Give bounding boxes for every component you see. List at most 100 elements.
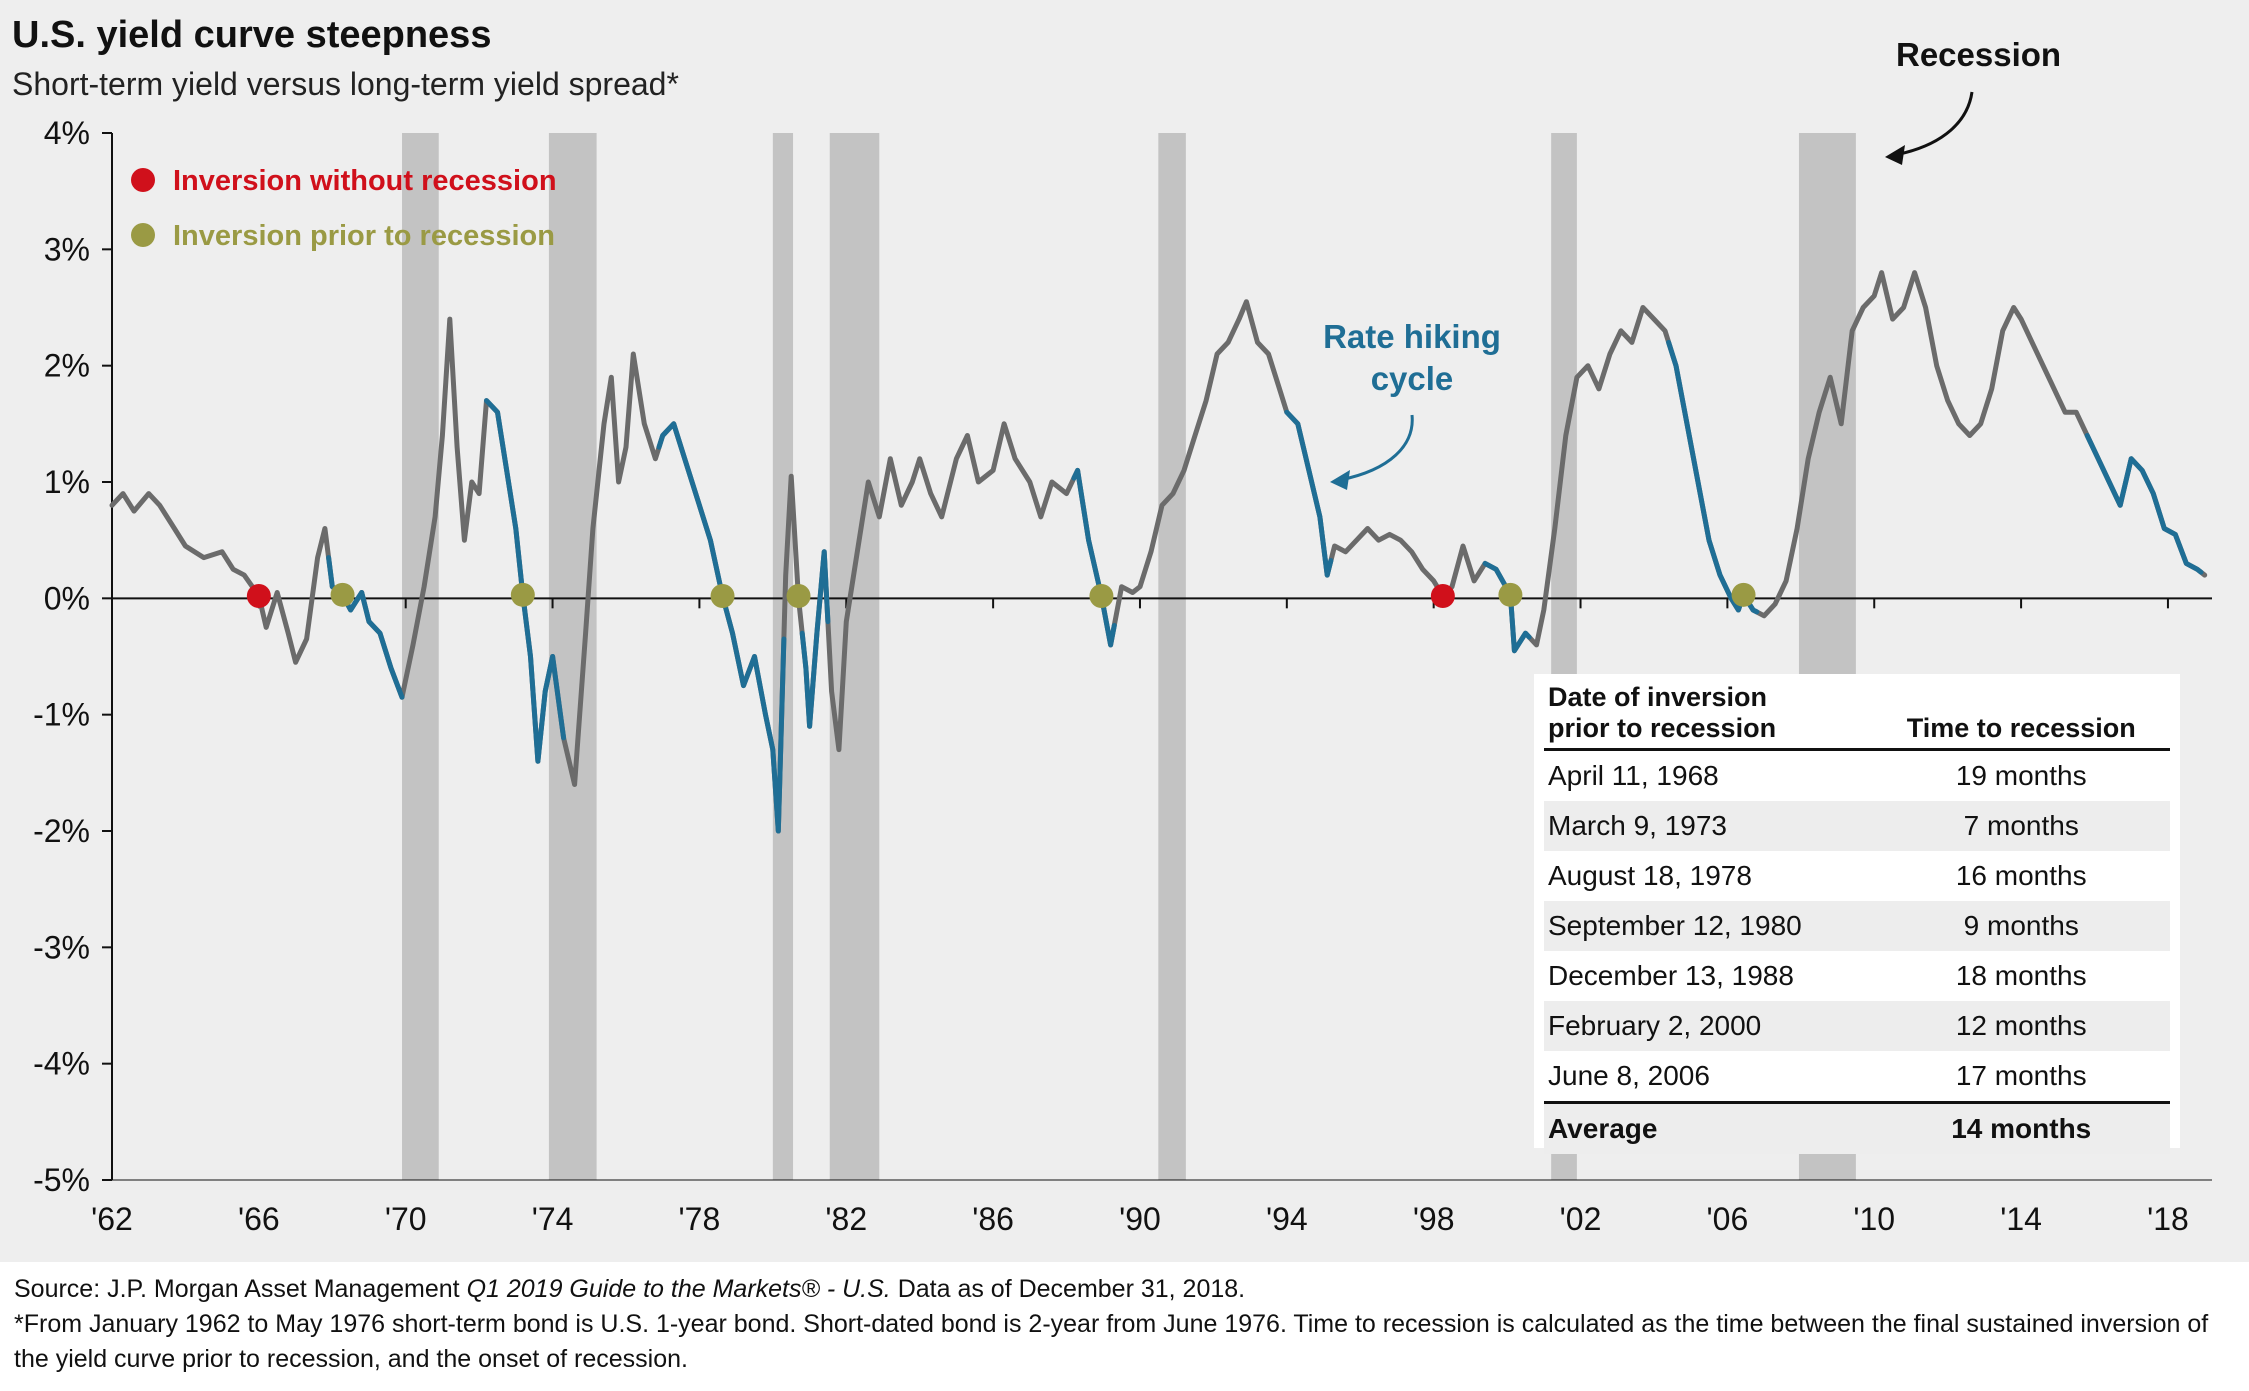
y-tick-label: -2% xyxy=(33,813,90,849)
hiking-segment xyxy=(1482,560,1532,654)
axes: 4% 3% 2% 1% 0% -1% -2% -3% -4% -5%'62 '66 '70 '74 '78… xyxy=(33,115,2212,1237)
recession-band xyxy=(402,133,439,1180)
hiking-segment xyxy=(1284,409,1334,578)
x-tick-label: '70 xyxy=(385,1201,427,1237)
hiking-segment xyxy=(799,549,831,729)
x-tick-label: '18 xyxy=(2147,1201,2189,1237)
hiking-segment xyxy=(656,421,787,834)
x-tick-label: '14 xyxy=(2000,1201,2042,1237)
table-row: February 2, 2000 12 months xyxy=(1544,1001,2170,1051)
x-tick-label: '06 xyxy=(1707,1201,1749,1237)
inversion-prior-recession-marker xyxy=(1089,584,1114,609)
recession-band xyxy=(829,133,880,1180)
y-tick-label: -3% xyxy=(33,929,90,965)
legend-no-recession-label: Inversion without recession xyxy=(173,165,557,197)
row-date: June 8, 2006 xyxy=(1548,1060,1710,1091)
source-line: Source: J.P. Morgan Asset Management Q1 … xyxy=(14,1272,2234,1307)
x-tick-label: '98 xyxy=(1413,1201,1455,1237)
x-tick-label: '74 xyxy=(532,1201,574,1237)
x-tick-label: '10 xyxy=(1853,1201,1895,1237)
hiking-segment xyxy=(2084,433,2204,575)
y-tick-label: -1% xyxy=(33,697,90,733)
rate-hiking-annotation-line2: cycle xyxy=(1371,360,1454,397)
row-months: 16 months xyxy=(1955,860,2087,891)
header-date-line1: Date of inversion xyxy=(1548,682,1768,712)
rate-hiking-arrow-head xyxy=(1330,470,1350,490)
x-tick-label: '62 xyxy=(91,1201,133,1237)
row-date: February 2, 2000 xyxy=(1544,1001,1873,1051)
x-tick-label: '02 xyxy=(1560,1201,1602,1237)
table-row: April 11, 1968 19 months xyxy=(1544,750,2170,802)
recession-band xyxy=(548,133,597,1180)
table-average-row: Average 14 months xyxy=(1544,1101,2170,1154)
y-tick-label: 0% xyxy=(44,580,90,616)
chart-subtitle: Short-term yield versus long-term yield … xyxy=(12,66,679,102)
y-tick-label: 3% xyxy=(44,231,90,267)
average-value: 14 months xyxy=(1872,1101,2170,1154)
row-date: September 12, 1980 xyxy=(1544,901,1873,951)
legend-prior-recession-dot xyxy=(131,223,155,247)
legend: Inversion without recession Inversion pr… xyxy=(131,165,557,252)
rate-hiking-annotation-line1: Rate hiking xyxy=(1323,318,1501,355)
inversion-no-recession-marker xyxy=(1430,584,1455,609)
row-date: March 9, 1973 xyxy=(1544,801,1873,851)
y-tick-label: -4% xyxy=(33,1046,90,1082)
inversion-prior-recession-marker xyxy=(330,582,355,607)
y-tick-label: -5% xyxy=(33,1162,90,1198)
header-time: Time to recession xyxy=(1872,680,2170,751)
row-date: December 13, 1988 xyxy=(1548,960,1794,991)
rate-hiking-arrow-line xyxy=(1339,414,1414,482)
inversion-prior-recession-marker xyxy=(1498,582,1523,607)
chart-svg: 4% 3% 2% 1% 0% -1% -2% -3% -4% -5%'62 '66 '70 '74 '78… xyxy=(33,36,2212,1237)
header-date-line2: prior to recession xyxy=(1548,713,1777,743)
recession-annotation: Recession xyxy=(1896,36,2061,73)
x-tick-label: '66 xyxy=(238,1201,280,1237)
source-prefix: Source: J.P. Morgan Asset Management xyxy=(14,1275,467,1303)
annotations: Recession Rate hiking cycle xyxy=(1323,36,2061,490)
hiking-segment xyxy=(326,555,405,700)
x-tick-label: '90 xyxy=(1119,1201,1161,1237)
inversion-prior-recession-marker xyxy=(510,582,535,607)
x-tick-label: '86 xyxy=(972,1201,1014,1237)
table-header-row: Date of inversion prior to recession Tim… xyxy=(1544,680,2170,751)
chart-title: U.S. yield curve steepness xyxy=(12,14,492,56)
legend-prior-recession-label: Inversion prior to recession xyxy=(173,220,555,252)
inversion-prior-recession-marker xyxy=(710,584,735,609)
inversion-table: Date of inversion prior to recession Tim… xyxy=(1534,674,2180,1154)
table-row: September 12, 1980 9 months xyxy=(1544,901,2170,951)
y-tick-label: 2% xyxy=(44,348,90,384)
inversion-table-grid: Date of inversion prior to recession Tim… xyxy=(1544,680,2170,1154)
table-row: June 8, 2006 17 months xyxy=(1544,1051,2170,1103)
row-date: April 11, 1968 xyxy=(1548,760,1719,791)
y-tick-label: 1% xyxy=(44,464,90,500)
table-row: August 18, 1978 16 months xyxy=(1544,851,2170,901)
row-months: 18 months xyxy=(1955,960,2087,991)
spread-line xyxy=(109,270,2208,834)
row-months: 19 months xyxy=(1955,760,2087,791)
average-label: Average xyxy=(1544,1101,1873,1154)
inversion-prior-recession-marker xyxy=(786,584,811,609)
inversion-markers xyxy=(246,582,1756,609)
row-months: 7 months xyxy=(1872,801,2170,851)
inversion-prior-recession-marker xyxy=(1731,582,1756,607)
row-date: August 18, 1978 xyxy=(1548,860,1752,891)
row-months: 12 months xyxy=(1872,1001,2170,1051)
footnotes: Source: J.P. Morgan Asset Management Q1 … xyxy=(14,1272,2234,1377)
table-row: December 13, 1988 18 months xyxy=(1544,951,2170,1001)
source-title: Q1 2019 Guide to the Markets® - U.S. xyxy=(466,1275,891,1303)
x-tick-label: '94 xyxy=(1266,1201,1308,1237)
methodology-note: *From January 1962 to May 1976 short-ter… xyxy=(14,1310,2209,1373)
legend-no-recession-dot xyxy=(131,168,155,192)
source-suffix: Data as of December 31, 2018. xyxy=(890,1275,1246,1303)
recession-band xyxy=(1158,133,1186,1180)
hiking-segment xyxy=(484,398,567,764)
recession-arrow-line xyxy=(1894,91,1974,157)
x-tick-label: '82 xyxy=(825,1201,867,1237)
y-tick-label: 4% xyxy=(44,115,90,151)
row-months: 17 months xyxy=(1955,1060,2087,1091)
table-row: March 9, 1973 7 months xyxy=(1544,801,2170,851)
x-tick-label: '78 xyxy=(679,1201,721,1237)
row-months: 9 months xyxy=(1872,901,2170,951)
hiking-segment xyxy=(1071,467,1117,648)
recession-arrow-head xyxy=(1885,145,1905,165)
